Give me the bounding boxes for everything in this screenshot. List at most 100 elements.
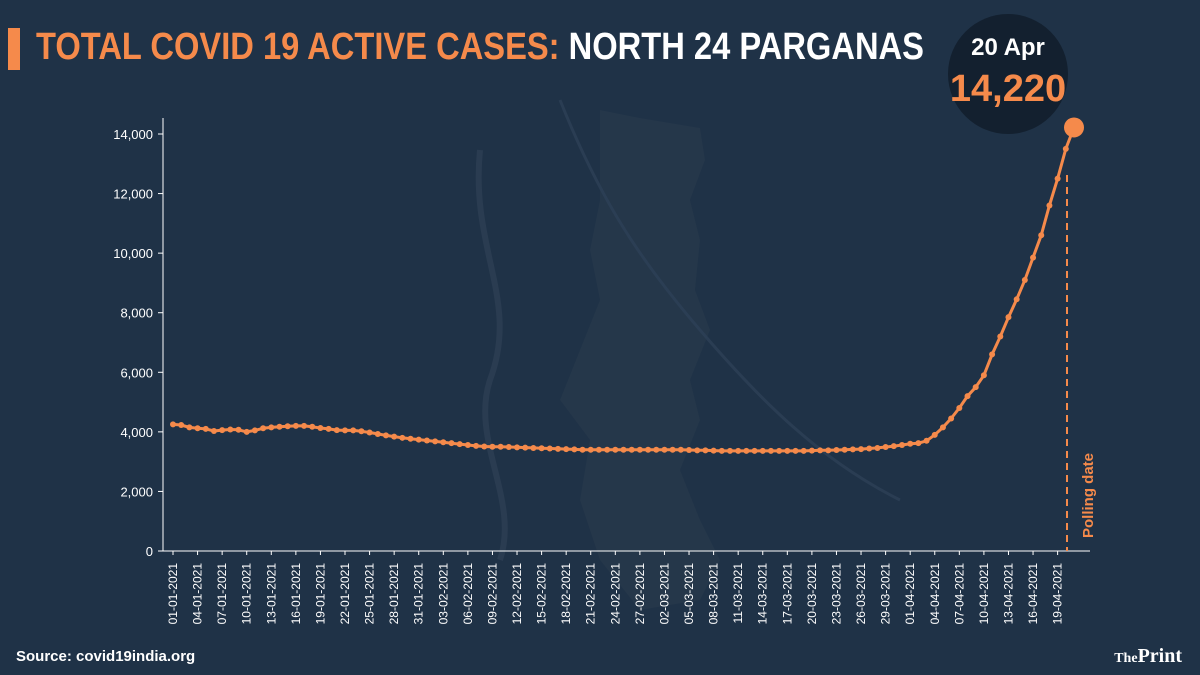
data-point: [898, 441, 905, 448]
data-point: [751, 447, 758, 454]
data-point: [489, 443, 496, 450]
y-tick-label: 10,000: [113, 246, 153, 261]
data-point: [350, 427, 357, 434]
chart-title: TOTAL COVID 19 ACTIVE CASES: NORTH 24 PA…: [36, 26, 924, 69]
x-tick-label: 31-01-2021: [412, 563, 426, 625]
x-tick-label: 09-02-2021: [485, 563, 499, 625]
data-point: [972, 384, 979, 391]
data-point: [931, 431, 938, 438]
data-point: [546, 445, 553, 452]
data-point: [595, 446, 602, 453]
data-point: [178, 422, 185, 429]
polling-date-label: Polling date: [1080, 453, 1097, 538]
x-tick-label: 10-04-2021: [977, 563, 991, 625]
data-point: [1005, 314, 1012, 321]
source-note: Source: covid19india.org: [16, 648, 196, 665]
x-tick-label: 23-03-2021: [829, 563, 843, 625]
x-tick-label: 02-03-2021: [657, 563, 671, 625]
data-point: [1046, 202, 1053, 209]
data-point: [366, 429, 373, 436]
y-tick-label: 0: [146, 544, 153, 559]
latest-value-badge: [948, 14, 1068, 134]
data-point: [579, 446, 586, 453]
x-tick-label: 17-03-2021: [780, 563, 794, 625]
data-point: [1038, 232, 1045, 239]
data-point: [342, 427, 349, 434]
data-point: [219, 427, 226, 434]
data-point: [456, 441, 463, 448]
data-point: [276, 423, 283, 430]
y-tick-label: 6,000: [120, 365, 153, 380]
data-point: [1013, 296, 1020, 303]
data-point: [473, 442, 480, 449]
data-point: [784, 447, 791, 454]
x-tick-label: 07-04-2021: [952, 563, 966, 625]
data-point: [956, 405, 963, 412]
data-point: [202, 425, 209, 432]
data-point: [268, 424, 275, 431]
data-point: [284, 423, 291, 430]
data-point: [1021, 276, 1028, 283]
x-tick-label: 13-01-2021: [264, 563, 278, 625]
y-tick-label: 12,000: [113, 187, 153, 202]
x-tick-label: 19-01-2021: [313, 563, 327, 625]
x-tick-label: 25-01-2021: [363, 563, 377, 625]
data-point: [407, 435, 414, 442]
data-point: [858, 446, 865, 453]
chart-title-accent: TOTAL COVID 19 ACTIVE CASES:: [36, 26, 560, 68]
x-tick-label: 08-03-2021: [707, 563, 721, 625]
brand-print: Print: [1137, 645, 1182, 667]
data-point: [481, 443, 488, 450]
data-point: [243, 428, 250, 435]
map-road-line: [558, 99, 901, 502]
data-point: [718, 447, 725, 454]
data-point: [939, 424, 946, 431]
x-tick-label: 16-04-2021: [1026, 563, 1040, 625]
data-point: [759, 447, 766, 454]
data-point: [235, 426, 242, 433]
x-tick-label: 10-01-2021: [240, 563, 254, 625]
brand-logo: ThePrint: [1114, 645, 1182, 668]
data-point: [628, 446, 635, 453]
data-point: [743, 447, 750, 454]
data-point: [776, 447, 783, 454]
map-region-shape: [560, 110, 720, 610]
x-tick-label: 18-02-2021: [559, 563, 573, 625]
data-point: [825, 447, 832, 454]
x-tick-label: 01-01-2021: [166, 563, 180, 625]
data-point: [251, 427, 258, 434]
data-point: [1054, 175, 1061, 182]
data-point: [530, 444, 537, 451]
data-point: [505, 444, 512, 451]
data-point: [391, 433, 398, 440]
data-point: [710, 447, 717, 454]
data-point: [702, 447, 709, 454]
x-tick-label: 16-01-2021: [289, 563, 303, 625]
data-point: [989, 351, 996, 358]
data-point: [866, 445, 873, 452]
data-point: [604, 446, 611, 453]
data-point: [514, 444, 521, 451]
data-point: [767, 447, 774, 454]
data-point: [374, 430, 381, 437]
data-point: [874, 444, 881, 451]
data-point: [432, 438, 439, 445]
data-point: [522, 444, 529, 451]
data-point: [620, 446, 627, 453]
data-point: [194, 425, 201, 432]
x-tick-label: 05-03-2021: [682, 563, 696, 625]
x-tick-label: 04-04-2021: [928, 563, 942, 625]
data-point: [325, 425, 332, 432]
data-point: [301, 422, 308, 429]
x-tick-label: 29-03-2021: [879, 563, 893, 625]
data-point: [1062, 145, 1069, 152]
x-tick-label: 28-01-2021: [387, 563, 401, 625]
data-point: [997, 333, 1004, 340]
series-line: [172, 126, 1076, 453]
x-tick-label: 01-04-2021: [903, 563, 917, 625]
x-tick-label: 15-02-2021: [535, 563, 549, 625]
y-tick-label: 4,000: [120, 425, 153, 440]
data-point: [980, 372, 987, 379]
data-point: [948, 415, 955, 422]
